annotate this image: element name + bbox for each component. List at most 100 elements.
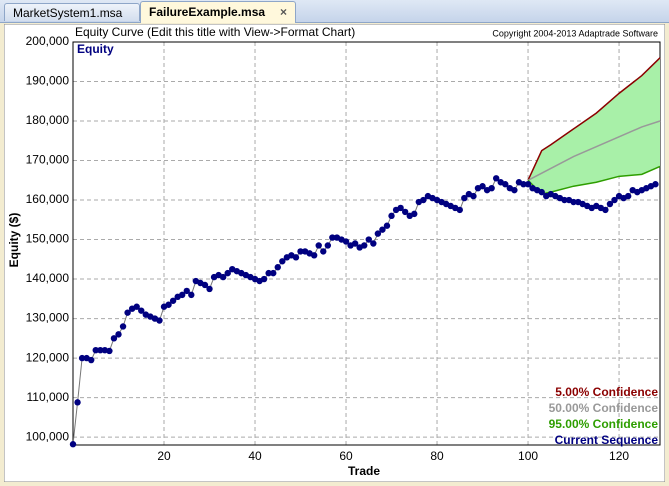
x-tick-label: 80: [430, 449, 444, 463]
data-point: [652, 181, 659, 188]
data-point: [315, 242, 322, 249]
data-point: [611, 196, 618, 204]
data-point: [97, 346, 104, 354]
data-point: [297, 248, 304, 255]
data-point: [379, 226, 386, 233]
data-point: [69, 441, 77, 448]
data-point: [138, 307, 145, 314]
data-point: [183, 287, 190, 295]
data-point: [265, 269, 272, 277]
y-tick-label: 190,000: [26, 74, 70, 88]
data-point: [224, 269, 231, 277]
data-point: [538, 188, 545, 196]
series-line: [527, 120, 661, 181]
data-point: [461, 194, 468, 202]
chart-panel: [4, 24, 665, 482]
data-point: [342, 238, 350, 245]
x-tick-label: 40: [248, 449, 262, 463]
legend-entry: 95.00% Confidence: [549, 417, 659, 431]
data-point: [320, 248, 327, 255]
data-point: [119, 323, 127, 330]
data-point: [88, 356, 95, 364]
data-point: [365, 236, 372, 243]
series-line: [527, 57, 661, 181]
data-point: [292, 254, 300, 261]
data-point: [165, 301, 172, 308]
data-point: [351, 240, 359, 247]
data-point: [488, 184, 495, 192]
panel-label: Equity: [77, 42, 114, 56]
y-axis-label: Equity ($): [7, 213, 21, 268]
x-tick-label: 120: [609, 449, 629, 463]
data-point: [370, 240, 377, 247]
data-point: [279, 258, 286, 265]
data-point: [124, 309, 131, 316]
data-point: [401, 208, 409, 216]
data-point: [329, 234, 336, 241]
data-point: [602, 206, 609, 214]
data-point: [78, 354, 86, 362]
y-tick-label: 130,000: [26, 311, 70, 325]
data-point: [388, 212, 395, 220]
y-tick-label: 110,000: [27, 390, 70, 404]
data-point: [106, 347, 113, 355]
y-tick-label: 100,000: [26, 429, 70, 443]
plot-frame: [72, 41, 661, 446]
data-point: [570, 198, 577, 206]
data-point: [169, 297, 177, 304]
y-tick-label: 120,000: [26, 350, 70, 364]
data-point: [156, 317, 163, 324]
data-point: [361, 242, 368, 249]
data-point: [397, 204, 404, 212]
data-point: [310, 252, 318, 259]
legend-entry: 5.00% Confidence: [555, 385, 658, 399]
data-point: [110, 335, 118, 342]
x-axis-label: Trade: [348, 464, 380, 478]
data-point: [502, 181, 509, 188]
data-point: [470, 192, 477, 200]
tab[interactable]: MarketSystem1.msa: [4, 3, 140, 21]
data-point: [479, 183, 486, 190]
y-tick-label: 200,000: [26, 34, 70, 48]
y-tick-label: 180,000: [26, 113, 70, 127]
data-point: [270, 269, 277, 277]
chart-title: Equity Curve (Edit this title with View-…: [75, 25, 355, 39]
y-tick-label: 160,000: [26, 192, 70, 206]
data-point: [524, 181, 532, 188]
data-point: [74, 399, 81, 406]
x-tick-label: 100: [518, 449, 538, 463]
legend-entry: Current Sequence: [555, 433, 659, 447]
data-point: [260, 275, 268, 283]
data-point: [188, 291, 195, 299]
data-point: [206, 285, 213, 293]
data-point: [219, 273, 227, 281]
legend-entry: 50.00% Confidence: [549, 401, 659, 415]
y-tick-label: 140,000: [26, 271, 70, 285]
data-point: [561, 196, 568, 204]
data-point: [624, 192, 632, 200]
data-point: [520, 181, 527, 188]
data-point: [92, 346, 99, 354]
data-point: [606, 200, 614, 208]
chart: Equity Curve (Edit this title with View-…: [4, 24, 665, 482]
close-button[interactable]: ×: [279, 5, 287, 19]
tab-active[interactable]: FailureExample.msa ×: [140, 1, 296, 23]
data-point: [324, 242, 332, 249]
data-point: [374, 230, 382, 237]
data-point: [456, 206, 463, 214]
data-point: [201, 281, 209, 289]
data-point: [133, 303, 140, 310]
x-tick-label: 60: [339, 449, 353, 463]
data-point: [383, 222, 391, 229]
data-point: [179, 291, 186, 299]
data-point: [115, 331, 122, 338]
x-tick-label: 20: [157, 449, 171, 463]
data-point: [492, 175, 500, 182]
tab-label: FailureExample.msa: [149, 5, 266, 19]
tab-bar: MarketSystem1.msa FailureExample.msa ×: [0, 0, 669, 23]
y-tick-label: 170,000: [26, 153, 70, 167]
data-point: [274, 264, 281, 271]
data-point: [511, 186, 518, 194]
data-point: [411, 210, 418, 218]
